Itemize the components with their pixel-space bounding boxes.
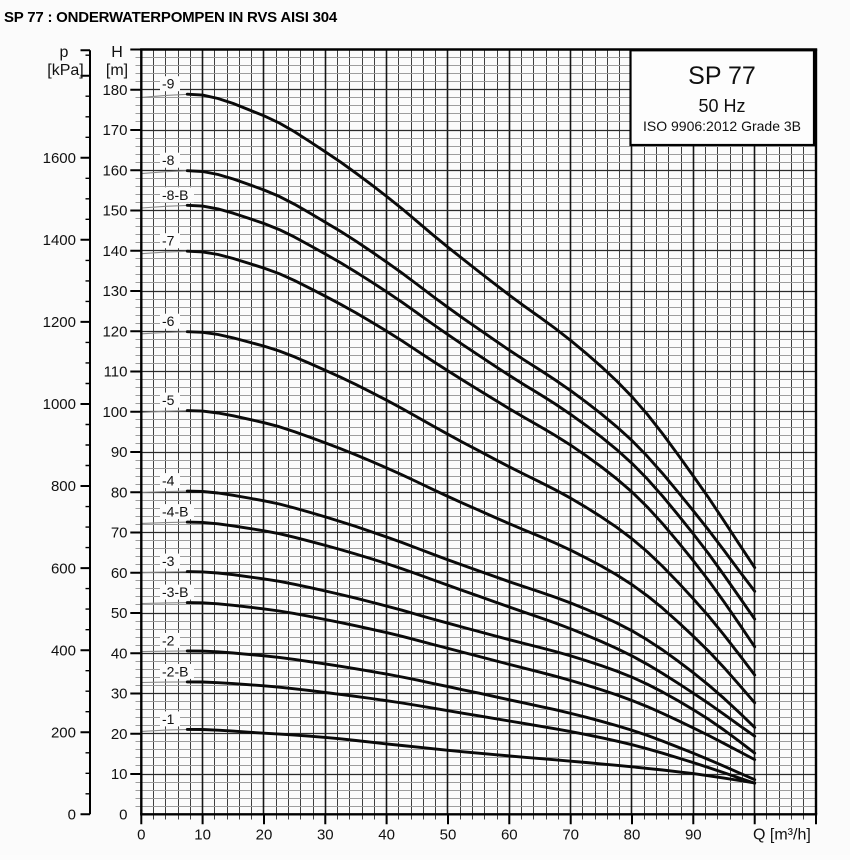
svg-text:80: 80 bbox=[111, 485, 128, 502]
svg-text:-3-B: -3-B bbox=[162, 584, 188, 600]
svg-text:10: 10 bbox=[194, 827, 211, 844]
svg-text:400: 400 bbox=[51, 642, 76, 659]
svg-text:0: 0 bbox=[68, 807, 76, 824]
svg-text:80: 80 bbox=[624, 827, 641, 844]
svg-text:90: 90 bbox=[685, 827, 702, 844]
svg-text:180: 180 bbox=[102, 82, 127, 99]
svg-text:200: 200 bbox=[51, 724, 76, 741]
svg-text:-7: -7 bbox=[162, 233, 175, 249]
svg-text:30: 30 bbox=[111, 686, 128, 703]
svg-text:20: 20 bbox=[111, 726, 128, 743]
svg-text:30: 30 bbox=[317, 827, 334, 844]
svg-text:50 Hz: 50 Hz bbox=[698, 96, 745, 116]
svg-text:SP 77: SP 77 bbox=[688, 62, 756, 90]
svg-text:p: p bbox=[60, 44, 69, 61]
svg-text:800: 800 bbox=[51, 478, 76, 495]
svg-text:-9: -9 bbox=[162, 76, 175, 92]
svg-text:-8: -8 bbox=[162, 152, 175, 168]
svg-text:-4: -4 bbox=[162, 473, 175, 489]
svg-text:1000: 1000 bbox=[43, 396, 76, 413]
svg-text:120: 120 bbox=[102, 324, 127, 341]
svg-text:-3: -3 bbox=[162, 553, 175, 569]
svg-text:170: 170 bbox=[102, 122, 127, 139]
svg-text:-5: -5 bbox=[162, 392, 175, 408]
svg-text:-6: -6 bbox=[162, 313, 175, 329]
svg-text:[m]: [m] bbox=[106, 62, 128, 79]
svg-text:60: 60 bbox=[501, 827, 518, 844]
svg-text:110: 110 bbox=[104, 364, 128, 381]
svg-text:90: 90 bbox=[111, 444, 128, 461]
svg-text:160: 160 bbox=[102, 163, 127, 180]
svg-text:130: 130 bbox=[102, 283, 127, 300]
svg-text:50: 50 bbox=[440, 827, 457, 844]
svg-text:-2-B: -2-B bbox=[162, 663, 188, 679]
svg-text:140: 140 bbox=[102, 243, 127, 260]
svg-text:40: 40 bbox=[111, 646, 128, 663]
svg-text:70: 70 bbox=[111, 525, 128, 542]
svg-text:-8-B: -8-B bbox=[162, 187, 188, 203]
svg-text:100: 100 bbox=[102, 404, 127, 421]
svg-text:40: 40 bbox=[378, 827, 395, 844]
svg-text:20: 20 bbox=[256, 827, 273, 844]
svg-text:10: 10 bbox=[111, 766, 128, 783]
svg-text:-1: -1 bbox=[162, 711, 175, 727]
svg-text:0: 0 bbox=[137, 827, 145, 844]
svg-text:[kPa]: [kPa] bbox=[47, 62, 83, 79]
svg-text:150: 150 bbox=[102, 203, 127, 220]
svg-text:1400: 1400 bbox=[43, 232, 76, 249]
svg-text:1600: 1600 bbox=[43, 150, 76, 167]
svg-text:-4-B: -4-B bbox=[162, 504, 188, 520]
svg-text:0: 0 bbox=[119, 807, 127, 824]
svg-text:ISO 9906:2012 Grade 3B: ISO 9906:2012 Grade 3B bbox=[643, 118, 801, 134]
svg-text:50: 50 bbox=[111, 605, 128, 622]
svg-text:H: H bbox=[111, 44, 123, 61]
svg-text:70: 70 bbox=[562, 827, 579, 844]
svg-text:60: 60 bbox=[111, 565, 128, 582]
svg-text:600: 600 bbox=[51, 560, 76, 577]
svg-text:Q [m³/h]: Q [m³/h] bbox=[753, 827, 811, 844]
svg-text:-2: -2 bbox=[162, 632, 175, 648]
svg-text:1200: 1200 bbox=[43, 314, 76, 331]
